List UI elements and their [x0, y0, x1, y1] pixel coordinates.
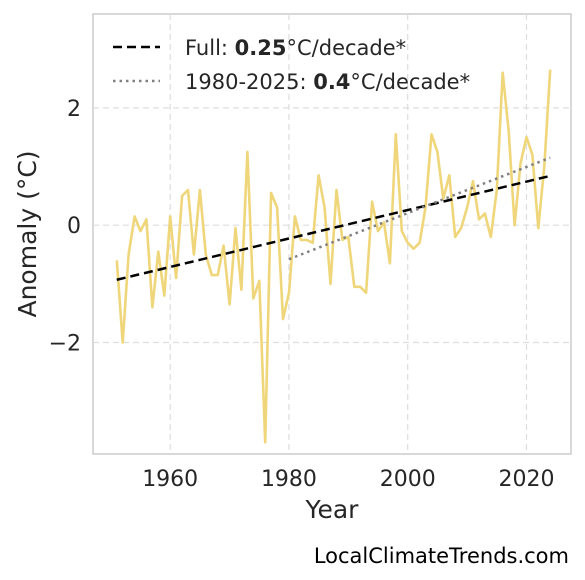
watermark: LocalClimateTrends.com — [313, 544, 569, 568]
grid-lines — [93, 14, 571, 454]
x-tick-label: 2020 — [498, 467, 554, 492]
legend-label-full: Full: 0.25°C/decade* — [185, 36, 406, 60]
tick-labels: 1960 1980 2000 2020 −2 0 2 — [49, 97, 555, 492]
x-tick-label: 1960 — [142, 467, 198, 492]
chart: 1960 1980 2000 2020 −2 0 2 Year Anomaly (°C) F… — [13, 13, 572, 524]
legend: Full: 0.25°C/decade* 1980-2025: 0.4°C/de… — [113, 36, 470, 94]
y-tick-label: −2 — [49, 332, 81, 357]
full-trend-line — [116, 174, 551, 281]
y-tick-label: 2 — [67, 97, 81, 122]
data-lines — [115, 69, 552, 444]
legend-label-recent: 1980-2025: 0.4°C/decade* — [185, 70, 470, 94]
y-axis-title: Anomaly (°C) — [13, 150, 42, 317]
anomaly-series-line — [115, 69, 552, 444]
x-tick-label: 2000 — [380, 467, 436, 492]
x-axis-title: Year — [305, 495, 360, 524]
y-tick-label: 0 — [67, 214, 81, 239]
x-tick-label: 1980 — [261, 467, 317, 492]
recent-trend-line — [288, 156, 551, 261]
